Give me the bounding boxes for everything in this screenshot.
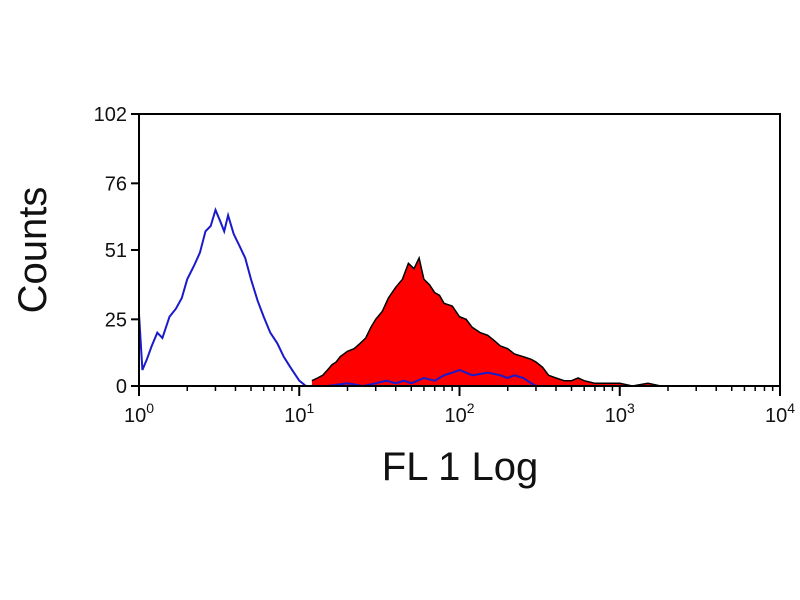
series-layer — [138, 207, 668, 388]
y-tick-label: 25 — [105, 309, 127, 331]
series-2-line — [327, 368, 537, 388]
x-tick-base: 10 — [605, 405, 627, 427]
y-tick-label: 102 — [94, 104, 127, 126]
x-tick-exponent: 4 — [787, 400, 795, 416]
series-0-line — [138, 207, 307, 387]
y-axis-title: Counts — [11, 187, 55, 314]
x-tick-label: 100 — [124, 400, 154, 427]
x-tick-exponent: 3 — [627, 400, 635, 416]
x-tick-base: 10 — [284, 405, 306, 427]
x-axis-title: FL 1 Log — [382, 445, 538, 489]
x-tick-exponent: 1 — [306, 400, 314, 416]
x-tick-label: 104 — [765, 400, 795, 427]
x-tick-label: 101 — [284, 400, 314, 427]
x-axis: 100 101 102 103 104 — [124, 386, 795, 427]
x-tick-label: 103 — [605, 400, 635, 427]
series-1-area — [311, 258, 668, 386]
x-tick-base: 10 — [765, 405, 787, 427]
y-tick-label: 0 — [116, 376, 127, 398]
x-tick-exponent: 2 — [467, 400, 475, 416]
y-tick-label: 51 — [105, 240, 127, 262]
x-tick-base: 10 — [444, 405, 466, 427]
x-tick-base: 10 — [124, 405, 146, 427]
x-tick-exponent: 0 — [146, 400, 154, 416]
series-1-outline — [311, 255, 668, 387]
x-tick-label: 102 — [444, 400, 474, 427]
y-axis: 0 25 51 76 102 — [94, 104, 139, 398]
y-tick-label: 76 — [105, 173, 127, 195]
